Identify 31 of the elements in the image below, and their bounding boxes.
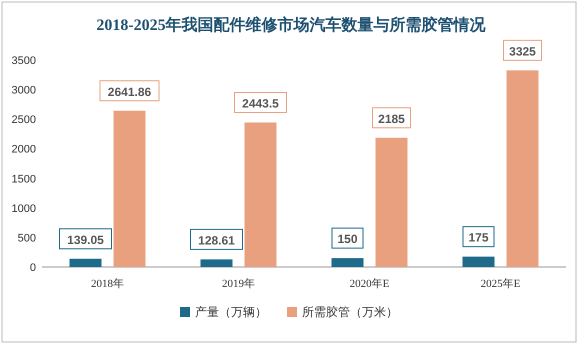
x-tick-label: 2019年 xyxy=(222,278,255,290)
data-label: 128.61 xyxy=(198,233,236,248)
bar xyxy=(376,138,408,267)
y-tick-label: 0 xyxy=(30,262,36,274)
x-tick-label: 2018年 xyxy=(91,278,124,290)
bar xyxy=(114,110,146,267)
y-tick-label: 2500 xyxy=(12,114,36,126)
data-label: 2641.86 xyxy=(108,84,152,99)
bar xyxy=(332,258,364,267)
y-tick-label: 3000 xyxy=(12,84,36,97)
y-tick-label: 1000 xyxy=(12,202,36,215)
data-label: 2443.5 xyxy=(242,96,280,110)
bar xyxy=(200,259,232,267)
chart-title: 2018-2025年我国配件维修市场汽车数量与所需胶管情况 xyxy=(96,16,487,34)
y-tick-label: 1500 xyxy=(12,173,36,186)
bar xyxy=(506,70,538,267)
y-tick-label: 500 xyxy=(18,232,36,244)
y-tick-label: 3500 xyxy=(12,55,36,67)
data-label: 175 xyxy=(468,230,489,245)
bar xyxy=(244,122,276,267)
x-tick-label: 2025年E xyxy=(480,278,521,290)
bar xyxy=(462,256,494,267)
legend-label: 产量（万辆） xyxy=(195,305,267,319)
bar xyxy=(70,258,102,267)
data-label: 2185 xyxy=(378,112,406,126)
data-label: 3325 xyxy=(509,44,536,58)
legend-label: 所需胶管（万米） xyxy=(302,305,398,319)
x-tick-label: 2020年E xyxy=(350,278,390,290)
data-label: 150 xyxy=(337,232,358,246)
data-label: 139.05 xyxy=(67,232,104,247)
y-tick-label: 2000 xyxy=(12,144,36,156)
